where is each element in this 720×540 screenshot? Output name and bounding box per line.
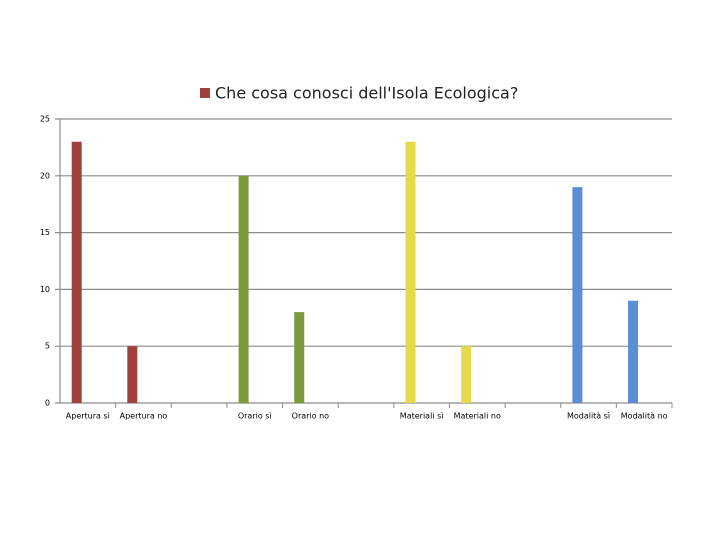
x-tick-label: Apertura sì [66, 412, 110, 421]
x-tick-label: Materiali sì [400, 412, 444, 421]
y-tick-label: 25 [40, 115, 50, 124]
y-tick-label: 0 [45, 399, 50, 408]
legend-swatch [200, 88, 210, 98]
bar [405, 141, 416, 403]
x-tick-label: Modalità sì [567, 412, 610, 421]
legend-label: Che cosa conosci dell'Isola Ecologica? [215, 84, 518, 103]
bar [71, 141, 82, 403]
bar [127, 346, 138, 403]
x-tick-label: Materiali no [454, 412, 501, 421]
y-tick-label: 15 [40, 228, 50, 237]
bar [238, 175, 249, 403]
bar [294, 312, 305, 403]
y-tick-label: 20 [40, 171, 50, 180]
x-tick-label: Apertura no [120, 412, 168, 421]
x-tick-label: Orario sì [238, 412, 272, 421]
y-tick-label: 10 [40, 285, 50, 294]
bar [628, 300, 639, 403]
x-tick-label: Orario no [292, 412, 330, 421]
bar [572, 187, 583, 403]
bar [461, 346, 472, 403]
y-tick-label: 5 [45, 342, 50, 351]
x-tick-label: Modalità no [621, 412, 668, 421]
